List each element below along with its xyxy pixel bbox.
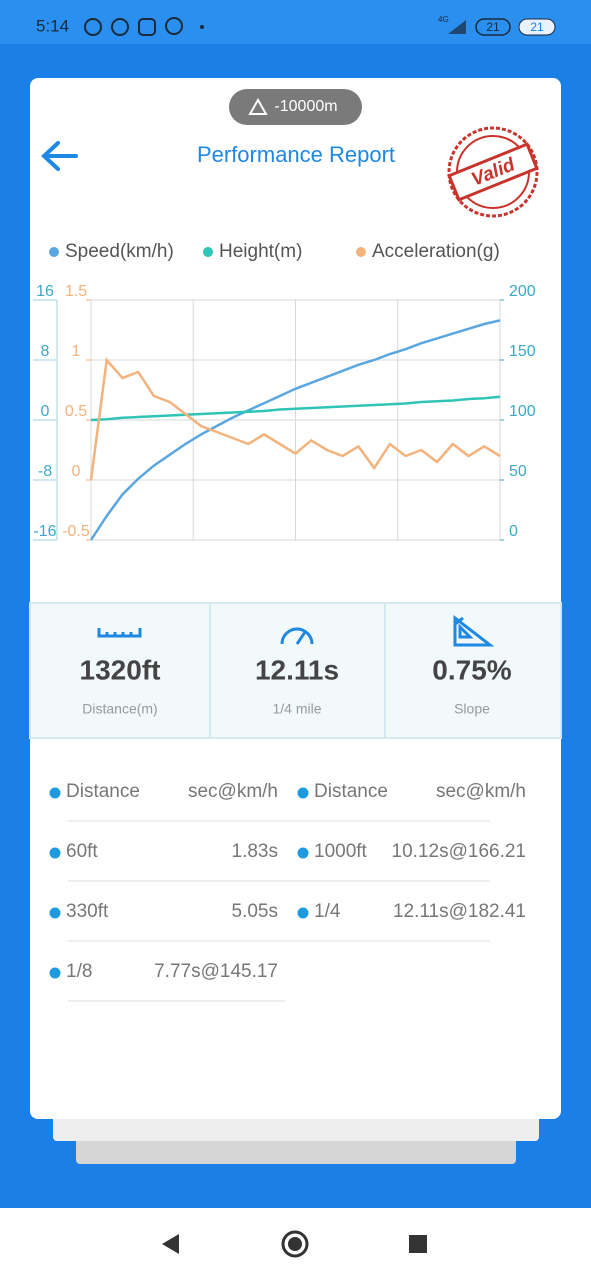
slope-icon — [453, 614, 495, 647]
status-icons — [84, 17, 183, 36]
legend-label: Speed(km/h) — [65, 241, 174, 262]
split-name: Distance — [314, 781, 388, 802]
legend-marker — [49, 247, 59, 257]
y3-tick-label: 1.5 — [65, 283, 87, 300]
page-title: Performance Report — [197, 142, 395, 167]
splits-table: Distance sec@km/h 60ft 1.83s 330ft 5.05s 1/8 7.… — [49, 781, 526, 1002]
status-bar — [0, 0, 591, 44]
distance-icon — [97, 628, 142, 638]
stat-label: Distance(m) — [82, 701, 157, 717]
stat-label: Slope — [454, 701, 490, 717]
split-name: 330ft — [66, 901, 109, 922]
badge-text: 21 — [530, 20, 544, 34]
y-tick-label: 0 — [41, 403, 50, 420]
stat-label: 1/4 mile — [272, 701, 321, 717]
y3-tick-label: 0.5 — [65, 403, 87, 420]
split-value: 10.12s@166.21 — [392, 841, 526, 862]
y-tick-label: -8 — [38, 463, 52, 480]
split-name: 1/4 — [314, 901, 341, 922]
split-name: 1/8 — [66, 961, 92, 982]
y-tick-label: 16 — [36, 283, 54, 300]
stats-panel — [29, 602, 562, 739]
split-value: 5.05s — [232, 901, 278, 922]
nav-back[interactable] — [162, 1234, 179, 1254]
row-dot — [297, 907, 309, 919]
row-dot — [297, 787, 309, 799]
y3-tick-label: -0.5 — [62, 523, 90, 540]
network-label: 4G — [438, 15, 449, 24]
y-tick-label: 8 — [41, 343, 50, 360]
series-line — [89, 319, 501, 541]
stat-value: 0.75% — [432, 654, 511, 685]
row-dot — [49, 847, 61, 859]
y2-tick-label: 0 — [509, 523, 518, 540]
y3-tick-label: 0 — [72, 463, 81, 480]
stat-value: 1320ft — [80, 654, 161, 685]
y2-tick-label: 150 — [509, 343, 536, 360]
stat-value: 12.11s — [255, 654, 339, 685]
badge — [518, 18, 556, 36]
row-dot — [297, 847, 309, 859]
row-dot — [49, 787, 61, 799]
altitude-text: -10000m — [274, 98, 337, 115]
legend-marker — [356, 247, 366, 257]
battery-text: 21 — [486, 20, 500, 34]
altitude-pill[interactable] — [229, 89, 362, 125]
chart: Speed(km/h) Height(m) Acceleration(g) 16 8 0 -… — [33, 241, 536, 541]
y2-tick-label: 50 — [509, 463, 527, 480]
battery-badge — [475, 18, 511, 36]
split-value: 7.77s@145.17 — [154, 961, 278, 982]
nav-home[interactable] — [281, 1230, 309, 1258]
split-name: 1000ft — [314, 841, 368, 862]
series-line — [89, 357, 501, 481]
y3-tick-label: 1 — [72, 343, 81, 360]
legend-label: Height(m) — [219, 241, 302, 262]
split-value: 12.11s@182.41 — [393, 901, 526, 922]
y-tick-label: -16 — [33, 523, 56, 540]
legend-marker — [203, 247, 213, 257]
split-name: 60ft — [66, 841, 98, 862]
split-name: Distance — [66, 781, 140, 802]
status-time: 5:14 — [36, 16, 69, 35]
split-value: 1.83s — [232, 841, 278, 862]
signal-icon — [448, 20, 466, 34]
altitude-icon — [248, 97, 268, 115]
speed-icon — [280, 627, 314, 645]
nav-recents[interactable] — [409, 1235, 427, 1253]
card — [30, 78, 561, 1119]
y2-tick-label: 100 — [509, 403, 536, 420]
series-line — [90, 395, 501, 422]
row-dot — [49, 967, 61, 979]
split-value: sec@km/h — [188, 781, 278, 802]
status-dot — [200, 25, 204, 29]
split-value: sec@km/h — [436, 781, 526, 802]
y2-tick-label: 200 — [509, 283, 536, 300]
valid-stamp: Valid — [447, 126, 539, 218]
legend-label: Acceleration(g) — [372, 241, 500, 262]
row-dot — [49, 907, 61, 919]
back-button[interactable] — [41, 141, 78, 171]
